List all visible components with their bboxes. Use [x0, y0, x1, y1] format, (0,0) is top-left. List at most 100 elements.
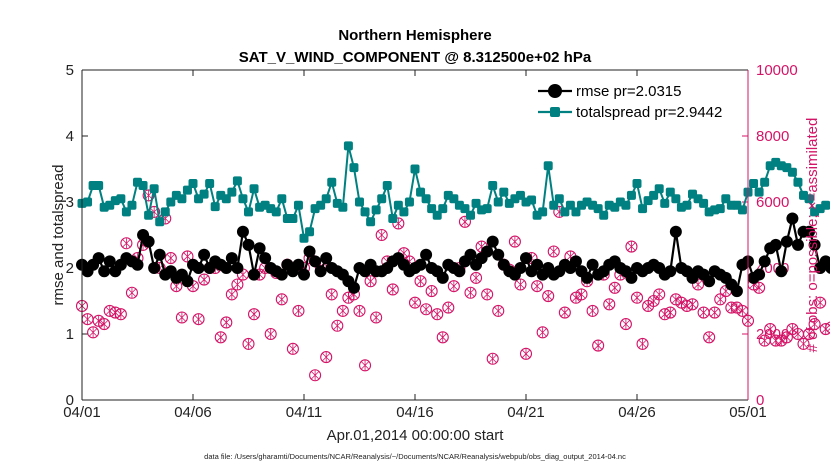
rmse-point: [92, 252, 105, 265]
totalspread-point: [371, 205, 381, 215]
totalspread-point: [316, 200, 326, 210]
rmse-point: [148, 262, 161, 274]
rmse-point: [481, 245, 494, 258]
obs-point: [214, 331, 227, 344]
y-tick-label: 4: [66, 128, 74, 145]
x-tick-label: 05/01: [729, 404, 767, 421]
legend: rmse pr=2.0315 totalspread pr=2.9442: [538, 83, 722, 121]
obs-point: [386, 283, 399, 296]
obs-point: [336, 304, 349, 317]
totalspread-point: [760, 177, 770, 187]
legend-rmse-label: rmse pr=2.0315: [576, 83, 681, 100]
rmse-point: [520, 252, 532, 265]
rmse-point: [236, 225, 249, 238]
obs-point: [592, 339, 605, 352]
obs-point: [708, 306, 721, 319]
totalspread-point: [221, 194, 231, 204]
rmse-point: [298, 268, 310, 281]
totalspread-point: [787, 167, 797, 177]
obs-point: [636, 337, 649, 350]
totalspread-point: [388, 214, 398, 223]
rmse-point: [347, 281, 360, 294]
totalspread-point: [626, 190, 636, 200]
totalspread-point: [821, 200, 830, 210]
obs-point: [464, 286, 477, 299]
chart-title: Northern Hemisphere: [338, 27, 491, 44]
rmse-point: [775, 265, 788, 278]
totalspread-series: [77, 141, 830, 243]
obs-point: [492, 304, 505, 317]
totalspread-point: [166, 197, 176, 207]
obs-point: [780, 331, 793, 344]
rmse-point: [464, 248, 477, 261]
totalspread-point: [421, 194, 431, 204]
obs-point: [408, 296, 422, 309]
obs-point: [164, 252, 177, 265]
totalspread-point: [277, 194, 287, 204]
obs-point: [797, 337, 810, 350]
totalspread-point: [460, 204, 470, 214]
obs-point: [714, 293, 727, 306]
rmse-point: [664, 265, 677, 278]
obs-point: [431, 308, 444, 321]
rmse-point: [220, 262, 233, 274]
rmse-point: [303, 245, 316, 258]
obs-point: [469, 271, 483, 284]
rmse-point: [225, 252, 238, 265]
y-tick-label: 0: [66, 392, 74, 409]
totalspread-point: [355, 197, 364, 207]
totalspread-point: [427, 204, 437, 214]
obs-point: [286, 342, 299, 355]
rmse-point: [625, 271, 638, 284]
obs-point: [181, 250, 194, 263]
obs-point: [508, 235, 521, 248]
totalspread-point: [538, 207, 548, 217]
rmse-point: [780, 235, 793, 248]
rmse-point: [453, 265, 466, 278]
totalspread-point: [793, 177, 803, 187]
rmse-point: [314, 265, 327, 278]
y-tick-label: 3: [66, 194, 74, 211]
obs-point: [175, 311, 188, 324]
totalspread-point: [205, 179, 215, 189]
totalspread-point: [271, 207, 281, 217]
totalspread-point: [238, 194, 248, 204]
totalspread-point: [715, 204, 725, 214]
obs-point: [420, 303, 433, 316]
totalspread-point: [565, 200, 575, 210]
obs-point: [753, 281, 766, 294]
totalspread-point: [293, 200, 303, 210]
data-file-footnote: data file: /Users/gharamti/Documents/NCA…: [204, 452, 626, 461]
totalspread-point: [144, 210, 154, 220]
x-tick-label: 04/26: [618, 404, 656, 421]
totalspread-point: [549, 200, 559, 210]
totalspread-point: [543, 161, 553, 171]
right-y-tick-label: 6000: [756, 194, 789, 211]
totalspread-point: [660, 198, 670, 208]
rmse-series: [76, 212, 830, 298]
totalspread-point: [654, 184, 664, 194]
obs-point: [625, 240, 638, 253]
rmse-point: [791, 238, 804, 251]
chart-subtitle: SAT_V_WIND_COMPONENT @ 8.312500e+02 hPa: [239, 49, 592, 66]
totalspread-point: [649, 190, 659, 200]
obs-point: [536, 326, 549, 339]
obs-point: [514, 278, 527, 291]
legend-totalspread-label: totalspread pr=2.9442: [576, 104, 722, 121]
obs-point: [686, 298, 699, 311]
rmse-point: [253, 242, 266, 255]
obs-point: [486, 352, 499, 365]
rmse-point: [131, 258, 144, 271]
obs-point: [325, 288, 338, 301]
totalspread-point: [560, 207, 570, 217]
totalspread-point: [321, 194, 331, 204]
obs-point: [198, 273, 211, 286]
totalspread-point: [593, 204, 603, 214]
obs-point: [603, 298, 616, 311]
obs-point: [575, 288, 588, 301]
totalspread-point: [515, 190, 525, 200]
totalspread-point: [621, 200, 631, 210]
obs-point: [87, 326, 100, 339]
totalspread-point: [682, 200, 692, 210]
y-tick-label: 1: [66, 326, 74, 343]
